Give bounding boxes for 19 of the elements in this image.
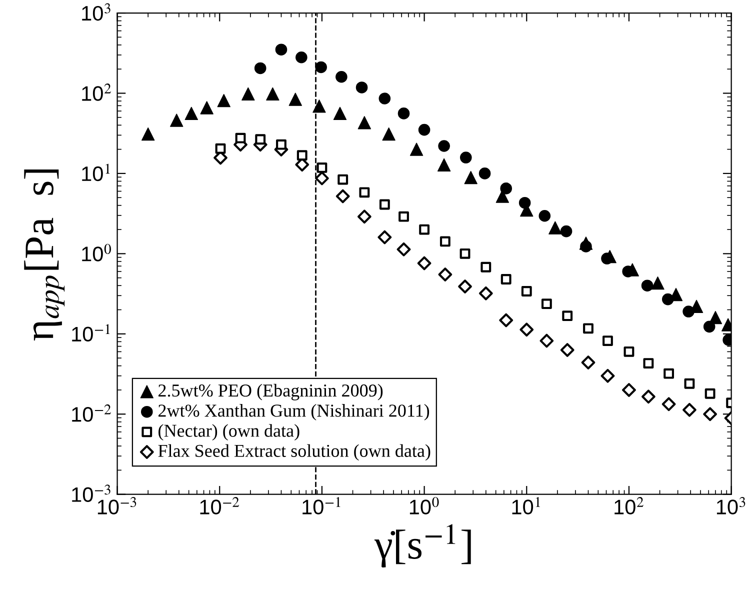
y-tick-label: 10$^{0}$: [82, 244, 111, 262]
y-axis-title: η$_{app}$[Pa s]: [24, 170, 65, 341]
x-tick-label: 10$^{0}$: [410, 496, 439, 514]
x-tick-label: 10$^{2}$: [614, 496, 644, 514]
x-tick-label: 10$^{3}$: [716, 496, 746, 514]
legend-label: 2.5wt% PEO (Ebagninin 2009): [158, 384, 383, 400]
y-tick-label: 10$^{−1}$: [72, 324, 110, 342]
legend-label: Flax Seed Extract solution (own data): [158, 444, 430, 461]
legend-label: 2wt% Xanthan Gum (Nishinari 2011): [158, 404, 430, 420]
y-tick-label: 10$^{2}$: [82, 83, 111, 101]
x-tick-label: 10$^{−3}$: [98, 496, 136, 514]
legend-label: (Nectar) (own data): [158, 424, 300, 441]
y-tick-label: 10$^{1}$: [82, 164, 110, 182]
x-axis-title: γ̇[s$^{−1}$]: [374, 524, 471, 568]
x-tick-label: 10$^{−2}$: [200, 496, 240, 514]
x-tick-label: 10$^{1}$: [512, 496, 540, 514]
y-tick-label: 10$^{−2}$: [72, 404, 111, 422]
y-tick-label: 10$^{3}$: [82, 3, 110, 21]
x-tick-label: 10$^{−1}$: [302, 496, 340, 514]
